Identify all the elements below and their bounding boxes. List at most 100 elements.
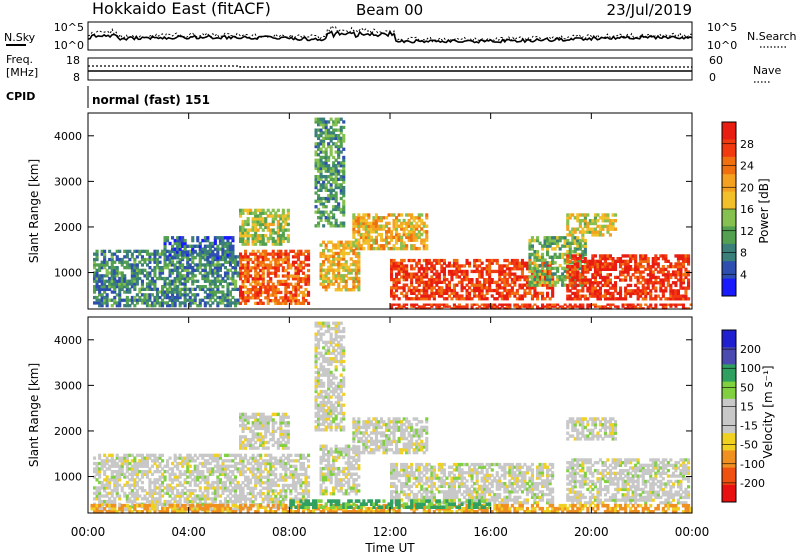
- range-cell: [624, 265, 628, 269]
- range-cell: [344, 240, 348, 244]
- range-cell: [148, 298, 152, 302]
- range-cell: [480, 288, 484, 293]
- range-cell: [289, 274, 293, 278]
- range-cell: [251, 470, 255, 474]
- range-cell: [586, 278, 590, 282]
- range-cell: [536, 266, 540, 271]
- range-cell: [143, 472, 147, 476]
- range-cell: [518, 286, 522, 290]
- range-cell: [168, 271, 172, 275]
- range-cell: [566, 257, 570, 261]
- range-cell: [125, 282, 129, 286]
- range-cell: [536, 238, 540, 243]
- range-cell: [93, 470, 97, 474]
- range-cell: [161, 249, 165, 253]
- range-cell: [218, 279, 222, 283]
- range-cell: [543, 297, 547, 301]
- range-cell: [344, 260, 348, 264]
- range-cell: [563, 307, 567, 310]
- range-cell: [339, 243, 343, 247]
- range-cell: [624, 259, 628, 263]
- range-cell: [256, 274, 260, 278]
- range-cell: [470, 307, 474, 310]
- range-cell: [420, 213, 424, 217]
- range-cell: [357, 221, 361, 226]
- range-cell: [344, 282, 348, 286]
- range-cell: [153, 260, 157, 264]
- range-cell: [183, 266, 187, 270]
- range-cell: [568, 283, 572, 288]
- range-cell: [437, 278, 441, 282]
- range-cell: [546, 238, 550, 243]
- range-cell: [221, 301, 225, 305]
- range-cell: [533, 266, 537, 271]
- range-cell: [143, 470, 147, 474]
- range-cell: [226, 268, 230, 272]
- range-cell: [422, 280, 426, 284]
- range-cell: [354, 265, 358, 270]
- range-cell: [158, 274, 162, 278]
- range-cell: [661, 278, 665, 282]
- range-cell: [148, 478, 152, 482]
- range-cell: [437, 258, 441, 263]
- range-cell: [239, 301, 243, 305]
- range-cell: [578, 219, 582, 223]
- range-cell: [485, 258, 489, 263]
- range-cell: [676, 265, 680, 269]
- range-cell: [352, 249, 356, 253]
- range-cell: [614, 297, 618, 301]
- range-cell: [251, 467, 255, 471]
- range-cell: [178, 453, 182, 457]
- range-cell: [196, 475, 200, 479]
- range-cell: [108, 464, 112, 468]
- range-cell: [246, 467, 250, 471]
- range-cell: [125, 285, 129, 289]
- range-cell: [198, 244, 202, 248]
- range-cell: [140, 287, 144, 291]
- range-cell: [478, 264, 482, 268]
- range-cell: [244, 228, 248, 232]
- range-cell: [407, 238, 411, 242]
- range-cell: [354, 218, 358, 223]
- range-cell: [155, 499, 159, 504]
- range-cell: [601, 262, 605, 266]
- range-cell: [244, 478, 248, 482]
- range-cell: [636, 294, 640, 298]
- range-cell: [551, 278, 555, 282]
- range-cell: [644, 289, 648, 293]
- range-cell: [586, 262, 590, 266]
- range-cell: [269, 500, 273, 504]
- range-cell: [415, 232, 419, 237]
- range-cell: [266, 239, 270, 243]
- range-cell: [188, 290, 192, 294]
- range-cell: [166, 257, 170, 262]
- range-cell: [276, 225, 280, 229]
- range-cell: [649, 278, 653, 282]
- range-cell: [307, 255, 311, 259]
- range-cell: [546, 305, 550, 308]
- range-cell: [528, 238, 532, 243]
- range-cell: [259, 255, 263, 259]
- range-cell: [528, 307, 532, 310]
- range-cell: [603, 291, 607, 296]
- range-cell: [198, 271, 202, 275]
- range-cell: [148, 257, 152, 262]
- range-cell: [216, 475, 220, 479]
- range-cell: [140, 301, 144, 305]
- range-cell: [427, 280, 431, 284]
- range-cell: [543, 258, 547, 262]
- range-cell: [483, 267, 487, 271]
- range-cell: [687, 286, 691, 290]
- range-cell: [150, 499, 154, 504]
- range-cell: [636, 275, 640, 280]
- range-cell: [344, 274, 348, 278]
- range-cell: [191, 497, 195, 501]
- range-cell: [405, 272, 409, 276]
- range-cell: [256, 470, 260, 474]
- range-cell: [392, 280, 396, 284]
- range-cell: [407, 272, 411, 276]
- range-cell: [161, 285, 165, 289]
- range-cell: [666, 273, 670, 277]
- range-cell: [422, 269, 426, 274]
